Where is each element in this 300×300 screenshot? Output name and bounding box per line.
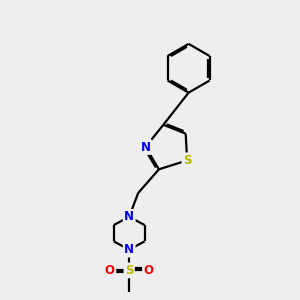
Text: N: N (124, 210, 134, 224)
Text: S: S (125, 264, 134, 277)
Text: S: S (183, 154, 191, 167)
Text: O: O (143, 264, 154, 277)
Text: N: N (124, 243, 134, 256)
Text: O: O (105, 264, 115, 277)
Text: N: N (140, 140, 151, 154)
